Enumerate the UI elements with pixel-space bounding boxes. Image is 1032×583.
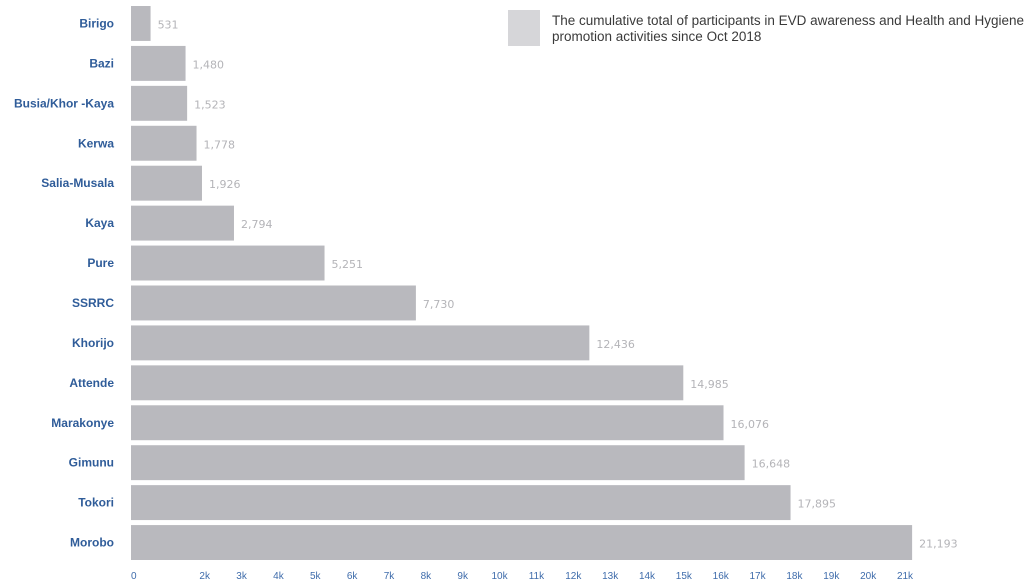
bar-kaya <box>131 205 234 241</box>
value-label: 1,480 <box>193 58 225 71</box>
category-label: Birigo <box>79 16 114 30</box>
value-label: 16,648 <box>752 458 791 471</box>
category-label: Pure <box>87 256 114 270</box>
category-label: Kaya <box>85 216 114 230</box>
bar-morobo <box>131 525 913 560</box>
bar-attende <box>131 365 684 401</box>
x-tick-label: 19k <box>823 571 840 582</box>
category-label: Busia/Khor -Kaya <box>14 96 114 110</box>
bar-khorijo <box>131 325 590 361</box>
x-tick-label: 8k <box>421 571 433 582</box>
category-label: Marakonye <box>51 416 114 430</box>
value-label: 5,251 <box>332 258 364 271</box>
category-label: Salia-Musala <box>41 176 114 190</box>
x-tick-label: 12k <box>565 571 582 582</box>
value-label: 12,436 <box>596 338 635 351</box>
value-label: 7,730 <box>423 298 455 311</box>
bar-ssrrc <box>131 285 416 321</box>
x-tick-label: 21k <box>897 571 914 582</box>
bar-salia-musala <box>131 165 202 201</box>
x-tick-label: 18k <box>786 571 803 582</box>
value-label: 14,985 <box>690 378 729 391</box>
x-tick-label: 14k <box>639 571 656 582</box>
category-label: SSRRC <box>72 296 114 310</box>
legend-swatch <box>508 10 540 46</box>
value-labels-group: 531 1,480 1,523 1,778 1,926 2,794 5,251 7,730 12… <box>158 18 958 550</box>
x-tick-label: 9k <box>457 571 469 582</box>
bar-kerwa <box>131 125 197 161</box>
value-label: 16,076 <box>731 418 770 431</box>
bars-group <box>131 6 913 560</box>
bar-tokori <box>131 485 791 521</box>
category-label: Attende <box>69 376 114 390</box>
category-label: Khorijo <box>72 336 114 350</box>
x-tick-label: 3k <box>236 571 248 582</box>
x-tick-label: 6k <box>347 571 359 582</box>
value-label: 21,193 <box>919 538 958 551</box>
x-tick-label: 5k <box>310 571 322 582</box>
x-tick-label: 11k <box>529 571 545 582</box>
x-axis-ticks-group: 0 2k 3k 4k 5k 6k 7k 8k 9k 10k 11k 12k 13k 14k 15k 16k 17… <box>131 571 914 582</box>
category-label: Bazi <box>89 56 114 70</box>
bar-pure <box>131 245 325 281</box>
x-tick-label: 17k <box>750 571 767 582</box>
category-label: Gimunu <box>69 456 114 470</box>
x-tick-label: 0 <box>131 571 137 582</box>
x-tick-label: 20k <box>860 571 877 582</box>
bar-marakonye <box>131 405 724 441</box>
value-label: 17,895 <box>798 498 837 511</box>
legend: The cumulative total of participants in … <box>508 10 1028 50</box>
category-labels-group: Birigo Bazi Busia/Khor -Kaya Kerwa Salia-Mus… <box>14 16 114 549</box>
x-tick-label: 7k <box>384 571 396 582</box>
bar-bazi <box>131 45 186 81</box>
x-tick-label: 4k <box>273 571 285 582</box>
legend-label: The cumulative total of participants in … <box>552 13 1025 44</box>
value-label: 1,523 <box>194 98 226 111</box>
bar-busia-khor-kaya <box>131 85 188 121</box>
value-label: 1,778 <box>204 138 236 151</box>
x-tick-label: 13k <box>602 571 619 582</box>
category-label: Morobo <box>70 536 114 550</box>
category-label: Kerwa <box>78 136 114 150</box>
value-label: 2,794 <box>241 218 273 231</box>
category-label: Tokori <box>78 496 114 510</box>
x-tick-label: 10k <box>492 571 509 582</box>
x-tick-label: 2k <box>199 571 211 582</box>
bar-gimunu <box>131 445 745 481</box>
x-tick-label: 15k <box>676 571 693 582</box>
value-label: 1,926 <box>209 178 241 191</box>
x-tick-label: 16k <box>713 571 730 582</box>
value-label: 531 <box>158 18 179 31</box>
bar-birigo <box>131 6 151 41</box>
